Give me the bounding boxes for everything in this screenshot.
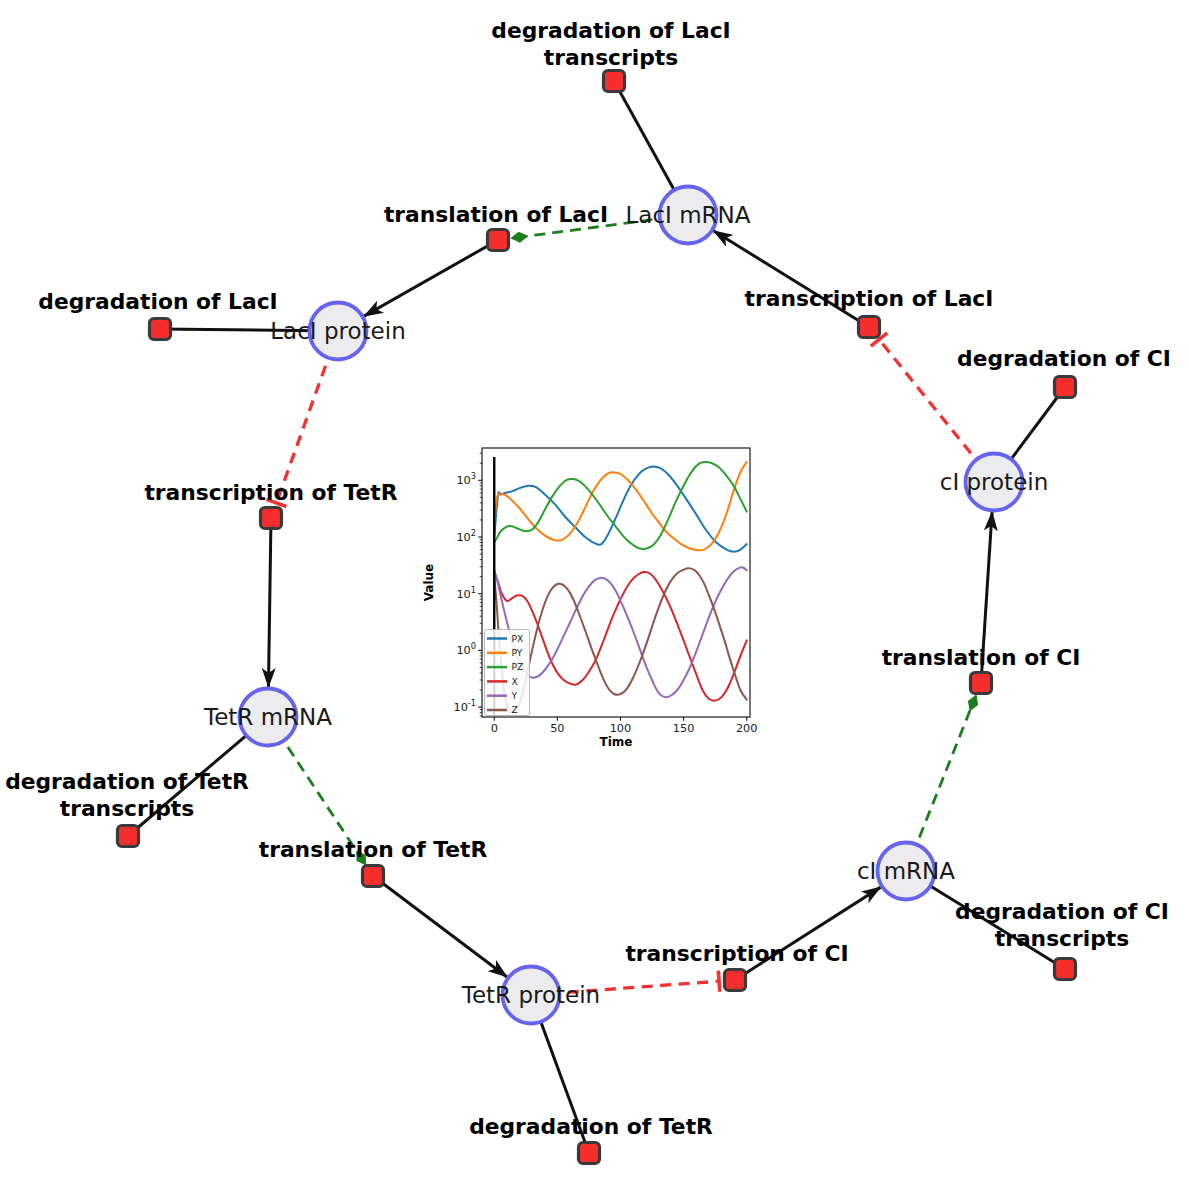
edge-transl-tetr-to-tetr-protein	[373, 876, 507, 977]
legend-label-y: Y	[511, 690, 518, 701]
edge-tscr-laci-to-laci-mrna	[714, 231, 869, 327]
reaction-label-deg-ci: degradation of CI	[957, 346, 1171, 371]
y-tick-label: 10-1	[453, 698, 476, 714]
reaction-node-deg-ci[interactable]	[1055, 377, 1076, 398]
species-label-laci-protein: LacI protein	[270, 318, 405, 344]
reaction-node-deg-tetr[interactable]	[579, 1143, 600, 1164]
reaction-label-deg-tetr: degradation of TetR	[469, 1114, 713, 1139]
y-tick-label: 102	[456, 528, 476, 544]
repressilator-network-canvas: LacI mRNA LacI protein TetR mRNA TetR prote…	[0, 0, 1189, 1200]
reaction-node-deg-tetr-tx[interactable]	[118, 826, 139, 847]
reaction-node-transl-laci[interactable]	[488, 230, 509, 251]
reaction-label-deg-ci-tx: degradation of CItranscripts	[955, 899, 1169, 951]
x-tick-label: 50	[550, 722, 564, 735]
y-tick-label: 101	[456, 585, 476, 601]
y-tick-label: 100	[456, 641, 476, 657]
species-label-laci-mrna: LacI mRNA	[626, 202, 751, 228]
legend-label-z: Z	[512, 704, 518, 715]
reaction-label-deg-tetr-tx: degradation of TetRtranscripts	[5, 769, 249, 821]
species-label-tetr-mrna: TetR mRNA	[203, 704, 332, 730]
x-tick-label: 0	[491, 722, 498, 735]
edge-transl-laci-to-laci-protein	[364, 240, 498, 316]
reaction-label-transl-ci: translation of CI	[882, 645, 1081, 670]
inhibition-tbar-icon	[718, 971, 720, 992]
species-label-tetr-protein: TetR protein	[461, 982, 600, 1008]
reaction-node-deg-laci-tx[interactable]	[604, 71, 625, 92]
reaction-label-tscr-laci: transcription of LacI	[745, 286, 994, 311]
timeseries-inset-chart: 0 50 100 150 200 10-1 100 101 102 103 Time Value PX P…	[422, 448, 757, 749]
reaction-label-deg-laci: degradation of LacI	[38, 289, 277, 314]
x-tick-label: 150	[673, 722, 695, 735]
y-tick-label: 103	[456, 471, 476, 487]
species-label-ci-protein: cI protein	[940, 469, 1049, 495]
y-axis-label: Value	[422, 564, 436, 602]
reaction-node-tscr-ci[interactable]	[725, 970, 746, 991]
reaction-label-tscr-tetr: transcription of TetR	[144, 480, 397, 505]
reaction-node-transl-ci[interactable]	[971, 673, 992, 694]
reaction-label-tscr-ci: transcription of CI	[625, 941, 848, 966]
x-tick-label: 100	[610, 722, 632, 735]
x-axis-label: Time	[600, 735, 633, 749]
reaction-label-transl-laci: translation of LacI	[384, 202, 608, 227]
reaction-node-tscr-laci[interactable]	[859, 317, 880, 338]
reaction-node-transl-tetr[interactable]	[363, 866, 384, 887]
reaction-label-deg-laci-tx: degradation of LacItranscripts	[491, 18, 730, 70]
legend-label-x: X	[512, 676, 518, 687]
reaction-node-tscr-tetr[interactable]	[261, 508, 282, 529]
edge-tscr-tetr-to-tetr-mrna	[268, 518, 271, 687]
legend-label-pz: PZ	[512, 661, 524, 672]
reaction-label-transl-tetr: translation of TetR	[259, 837, 488, 862]
x-tick-label: 200	[736, 722, 758, 735]
species-label-ci-mrna: cI mRNA	[857, 858, 955, 884]
reaction-node-deg-ci-tx[interactable]	[1055, 959, 1076, 980]
legend-label-py: PY	[512, 647, 523, 658]
legend-label-px: PX	[512, 633, 524, 644]
reaction-node-deg-laci[interactable]	[150, 319, 171, 340]
edge-tscr-ci-to-ci-mrna	[735, 887, 881, 980]
